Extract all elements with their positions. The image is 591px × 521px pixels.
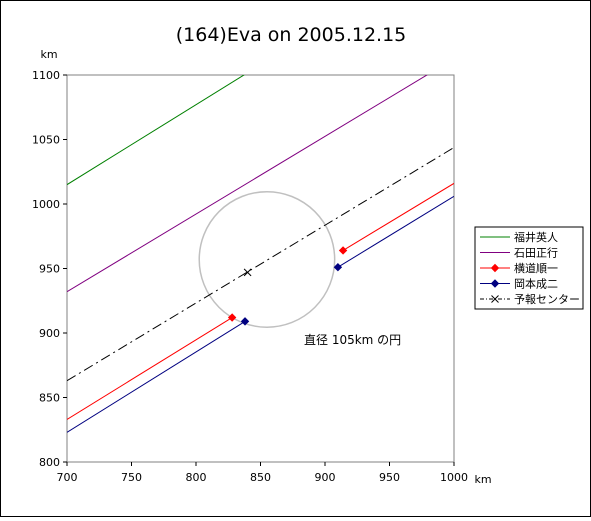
series-line <box>342 182 454 251</box>
y-tick-label: 950 <box>39 263 60 276</box>
plot-layer <box>67 75 454 433</box>
y-tick-label: 1100 <box>32 69 60 82</box>
y-tick-label: 800 <box>39 456 60 469</box>
x-tick-label: 950 <box>379 471 400 484</box>
x-tick-label: 900 <box>315 471 336 484</box>
x-marker-stroke <box>243 268 252 277</box>
series-line <box>67 320 246 433</box>
x-tick-label: 700 <box>57 471 78 484</box>
x-tick-label: 1000 <box>440 471 468 484</box>
diamond-marker <box>333 263 343 272</box>
y-tick-label: 1000 <box>32 198 60 211</box>
legend-label: 岡本成二 <box>514 277 558 291</box>
series-line <box>67 317 233 420</box>
x-tick-label: 850 <box>250 471 271 484</box>
legend-label: 福井英人 <box>514 230 558 244</box>
y-tick-label: 850 <box>39 392 60 405</box>
x-tick-label: 800 <box>186 471 207 484</box>
circle-annotation: 直径 105km の円 <box>304 333 401 347</box>
series-line <box>67 146 454 382</box>
diamond-marker <box>490 279 500 288</box>
diamond-marker <box>240 317 250 326</box>
x-marker-stroke <box>491 295 499 303</box>
x-axis-unit-label: km <box>474 473 491 486</box>
y-axis: 800 850 900 950 1000 1050 1100 <box>32 69 67 469</box>
diamond-marker <box>490 263 500 273</box>
x-tick-label: 750 <box>121 471 142 484</box>
y-tick-label: 900 <box>39 327 60 340</box>
legend-label: 予報センター <box>514 293 580 306</box>
series-line <box>67 75 245 186</box>
plot-area <box>66 74 455 463</box>
diamond-marker <box>227 313 237 322</box>
series-line <box>337 195 454 268</box>
legend-label: 石田正行 <box>514 247 558 260</box>
y-axis-unit-label: km <box>40 48 57 61</box>
marker-layer <box>227 246 348 326</box>
reference-circle <box>198 190 336 328</box>
y-tick-label: 1050 <box>32 134 60 147</box>
x-axis: 700 750 800 850 900 950 1000 <box>57 462 468 484</box>
series-line <box>67 75 428 293</box>
legend-label: 横道順一 <box>514 261 558 275</box>
chart-title: (164)Eva on 2005.12.15 <box>176 24 407 46</box>
diamond-marker <box>338 246 348 255</box>
legend-box <box>474 226 584 310</box>
